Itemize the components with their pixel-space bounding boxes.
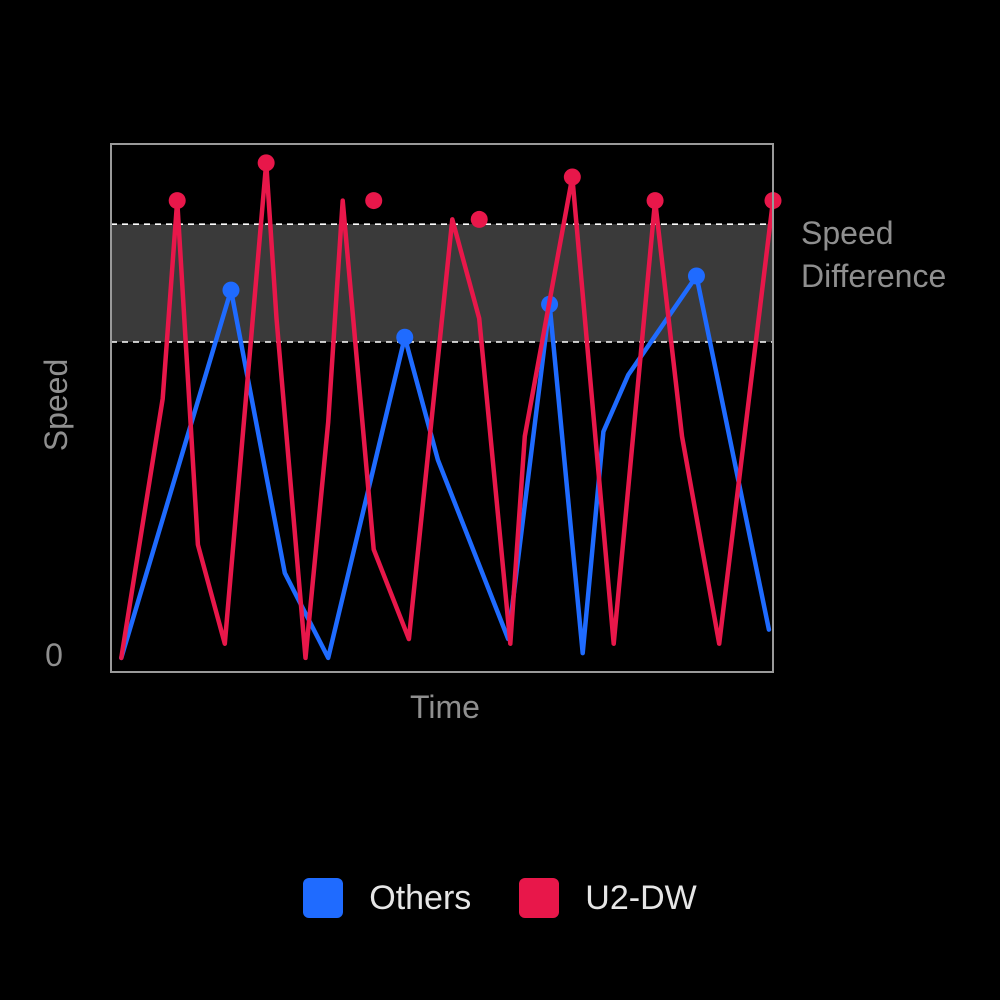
series-marker-u2dw-0 — [168, 192, 186, 210]
series-marker-u2dw-4 — [563, 168, 581, 186]
series-line-u2dw — [119, 160, 776, 661]
legend-item-others: Others — [303, 878, 471, 918]
series-marker-others-1 — [396, 328, 414, 346]
legend-label-u2dw: U2-DW — [585, 878, 697, 917]
legend-item-u2dw: U2-DW — [519, 878, 697, 918]
series-marker-others-3 — [687, 267, 705, 285]
series-marker-u2dw-1 — [257, 154, 275, 172]
y-tick-label-zero: 0 — [45, 637, 63, 673]
legend-swatch-u2dw — [519, 878, 560, 918]
series-marker-u2dw-5 — [646, 192, 664, 210]
band-label-line1: Speed — [801, 215, 894, 251]
series-marker-u2dw-3 — [470, 210, 488, 228]
plot-area — [111, 154, 782, 661]
band-label-line2: Difference — [801, 258, 946, 294]
series-marker-u2dw-2 — [365, 192, 383, 210]
legend: Others U2-DW — [0, 878, 1000, 918]
legend-label-others: Others — [369, 878, 472, 917]
x-axis-label: Time — [410, 689, 480, 725]
legend-swatch-others — [303, 878, 344, 918]
series-marker-others-0 — [222, 281, 240, 299]
plot-frame — [110, 143, 774, 673]
y-axis-label: Speed — [38, 359, 74, 452]
